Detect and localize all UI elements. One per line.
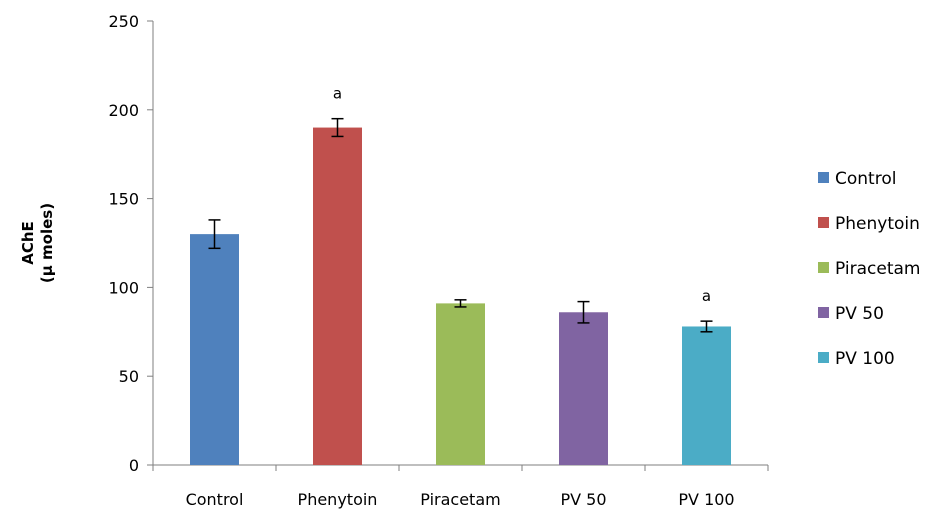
legend-swatch [818,307,829,318]
legend-swatch [818,352,829,363]
significance-label: a [702,287,711,305]
legend-label: PV 100 [835,349,895,369]
y-tick-label: 50 [119,367,139,386]
legend-label: Control [835,169,896,189]
x-tick-label: PV 100 [678,490,734,509]
legend-label: PV 50 [835,304,884,324]
bars [190,117,731,465]
bar-control [190,234,239,465]
axes: 0 50 100 150 200 250 [108,12,769,475]
labels: AChE (µ moles) Control a Phenytoin Piraceta… [19,85,735,509]
bar-pv-100 [682,326,731,465]
bar-phenytoin [313,127,362,465]
x-tick-label: PV 50 [560,490,606,509]
y-tick-label: 100 [108,278,139,297]
x-tick-label: Phenytoin [298,490,378,509]
y-tick-label: 200 [108,101,139,120]
x-tick-label: Control [186,490,244,509]
significance-label: a [333,85,342,103]
y-axis-label-line2: (µ moles) [38,203,56,283]
y-axis-label-line1: AChE [19,221,37,265]
bar-piracetam [436,303,485,465]
legend-swatch [818,262,829,273]
bar-pv-50 [559,312,608,465]
legend-label: Piracetam [835,259,920,279]
x-tick-label: Piracetam [420,490,500,509]
y-tick-label: 150 [108,190,139,209]
legend-swatch [818,217,829,228]
legend: Control Phenytoin Piracetam PV 50 PV 100 [818,169,920,369]
y-tick-label: 0 [129,456,139,475]
legend-swatch [818,172,829,183]
y-tick-label: 250 [108,12,139,31]
legend-label: Phenytoin [835,214,920,234]
